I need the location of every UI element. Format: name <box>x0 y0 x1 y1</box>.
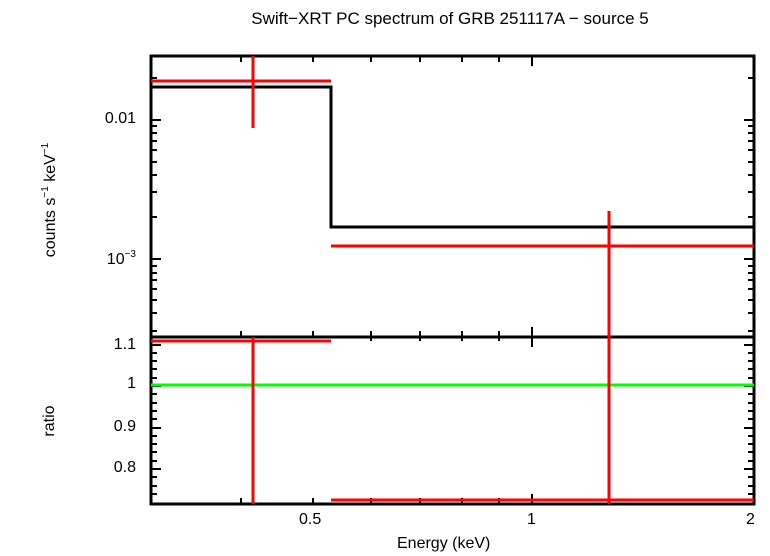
model-step-line <box>151 85 754 229</box>
y-tick-0.01: 0.01 <box>104 110 136 127</box>
data-points <box>151 56 754 337</box>
ratio-tick-0.9: 0.9 <box>113 418 136 435</box>
x-tick-1: 1 <box>527 511 536 528</box>
top-y-ticks <box>151 77 754 332</box>
ratio-tick-1: 1 <box>127 375 136 392</box>
x-tick-0.5: 0.5 <box>299 511 322 528</box>
x-tick-2: 2 <box>746 511 755 528</box>
ratio-points <box>151 337 754 504</box>
x-axis-label: Energy (keV) <box>397 535 491 552</box>
ratio-y-ticks <box>151 344 754 495</box>
ratio-tick-0.8: 0.8 <box>113 459 136 476</box>
plot-frame <box>149 54 756 506</box>
y-tick-1e-3: 10−3 <box>106 249 136 268</box>
ratio-tick-1.1: 1.1 <box>113 336 136 353</box>
x-ticks <box>240 56 533 504</box>
chart-title: Swift−XRT PC spectrum of GRB 251117A − s… <box>251 9 649 28</box>
